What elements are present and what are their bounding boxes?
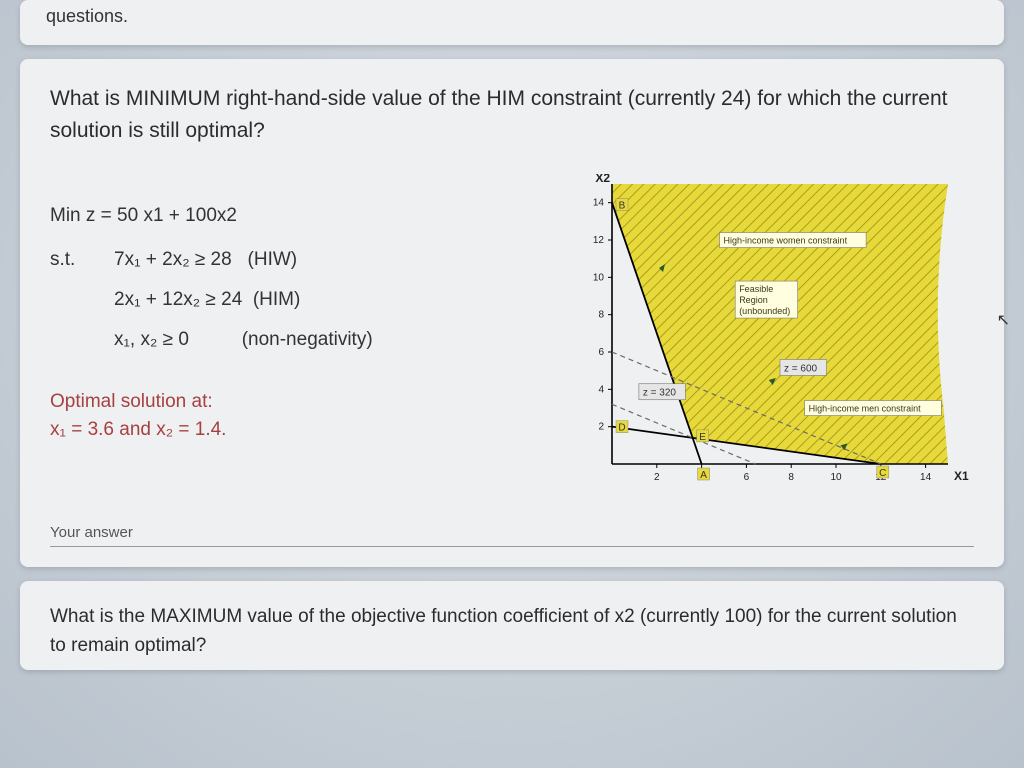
feasible-region-chart: 24681012142468101214X1X2BDAECHigh-income… [574, 174, 974, 494]
objective: Min z = 50 x1 + 100x2 [50, 196, 554, 236]
svg-text:(unbounded): (unbounded) [739, 306, 790, 316]
svg-text:B: B [619, 201, 626, 212]
svg-text:X1: X1 [954, 469, 969, 483]
card-next-question-partial: What is the MAXIMUM value of the objecti… [20, 581, 1004, 670]
svg-text:14: 14 [920, 472, 932, 483]
constraint-him: 2x₁ + 12x₂ ≥ 24 (HIM) [50, 280, 554, 320]
svg-text:z = 600: z = 600 [784, 363, 818, 374]
st-label: s.t. [50, 240, 78, 280]
answer-input-row[interactable]: Your answer [50, 524, 974, 547]
chart-svg: 24681012142468101214X1X2BDAECHigh-income… [574, 174, 974, 494]
svg-text:X2: X2 [595, 174, 610, 185]
svg-text:C: C [879, 468, 886, 479]
svg-text:8: 8 [788, 472, 794, 483]
next-question-text: What is the MAXIMUM value of the objecti… [50, 603, 974, 660]
svg-text:2: 2 [598, 422, 604, 433]
svg-text:2: 2 [654, 472, 660, 483]
question-text: What is MINIMUM right-hand-side value of… [50, 83, 974, 146]
svg-text:z = 320: z = 320 [643, 388, 677, 399]
svg-text:10: 10 [593, 272, 605, 283]
answer-label: Your answer [50, 524, 133, 541]
svg-text:12: 12 [593, 235, 605, 246]
card-question-him-rhs: What is MINIMUM right-hand-side value of… [20, 59, 1004, 567]
mouse-cursor-icon: ↖ [997, 310, 1010, 330]
partial-text: questions. [46, 6, 978, 27]
svg-text:4: 4 [598, 384, 604, 395]
constraint-nonneg: x₁, x₂ ≥ 0 (non-negativity) [50, 320, 554, 360]
svg-text:8: 8 [598, 310, 604, 321]
svg-text:A: A [700, 470, 707, 481]
svg-text:E: E [699, 432, 706, 443]
svg-text:High-income men constraint: High-income men constraint [809, 404, 922, 414]
svg-text:High-income women constraint: High-income women constraint [724, 236, 848, 246]
svg-text:Region: Region [739, 295, 768, 305]
svg-text:10: 10 [830, 472, 842, 483]
svg-text:6: 6 [744, 472, 750, 483]
svg-text:D: D [618, 423, 625, 434]
optimal-solution: Optimal solution at: x₁ = 3.6 and x₂ = 1… [50, 388, 554, 445]
constraint-hiw: s.t. 7x₁ + 2x₂ ≥ 28 (HIW) [50, 240, 554, 280]
svg-text:14: 14 [593, 198, 605, 209]
card-previous-question-partial: questions. [20, 0, 1004, 45]
lp-formulation: Min z = 50 x1 + 100x2 s.t. 7x₁ + 2x₂ ≥ 2… [50, 174, 554, 445]
svg-text:Feasible: Feasible [739, 284, 773, 294]
svg-text:6: 6 [598, 347, 604, 358]
content-row: Min z = 50 x1 + 100x2 s.t. 7x₁ + 2x₂ ≥ 2… [50, 174, 974, 494]
